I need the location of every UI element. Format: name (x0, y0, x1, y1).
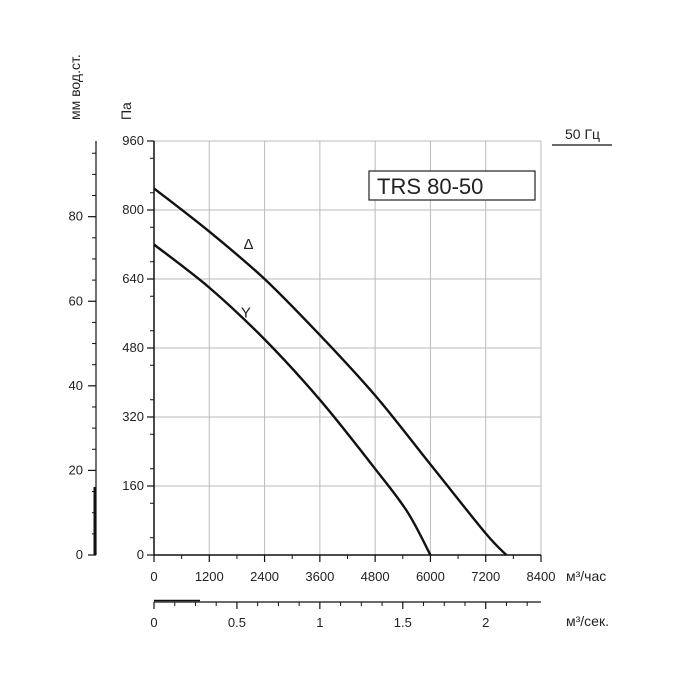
x-tick-label: 1200 (195, 569, 224, 584)
y-tick-label: 640 (122, 271, 144, 286)
y-mm-tick-label: 80 (69, 209, 83, 224)
x-tick-label: 4800 (361, 569, 390, 584)
series-label: Δ (244, 236, 254, 253)
series (153, 187, 508, 556)
y-mm-tick-label: 0 (76, 547, 83, 562)
y-tick-label: 480 (122, 340, 144, 355)
x-tick-label: 7200 (471, 569, 500, 584)
x-tick-label: 2400 (250, 569, 279, 584)
y-tick-label: 0 (137, 547, 144, 562)
x-tick-label: 6000 (416, 569, 445, 584)
chart-title: TRS 80-50 (377, 174, 483, 199)
series-label: Y (241, 305, 251, 322)
axes (88, 140, 542, 609)
y-mm-tick-label: 20 (69, 462, 83, 477)
y-mm-tick-label: 40 (69, 378, 83, 393)
x-flow-tick-label: 2 (482, 615, 489, 630)
x-flow-tick-label: 1 (316, 615, 323, 630)
model-label-box: TRS 80-50 (368, 170, 536, 201)
x-flow-axis-label: м³/сек. (566, 613, 609, 629)
y-tick-label: 800 (122, 202, 144, 217)
x-axis-label: м³/час (566, 568, 606, 584)
y-tick-label: 320 (122, 409, 144, 424)
x-tick-label: 8400 (527, 569, 556, 584)
x-tick-label: 0 (150, 569, 157, 584)
y-tick-label: 960 (122, 133, 144, 148)
x-flow-tick-label: 0.5 (228, 615, 246, 630)
y-tick-label: 160 (122, 478, 144, 493)
axis-labels: мм вод.ст. Па 50 Гц м³/час м³/сек. 01603… (67, 54, 612, 630)
x-tick-label: 3600 (305, 569, 334, 584)
y-axis-label: Па (118, 102, 134, 120)
y-mm-axis-label: мм вод.ст. (67, 54, 83, 120)
grid (154, 140, 542, 555)
y-mm-tick-label: 60 (69, 293, 83, 308)
x-flow-tick-label: 1.5 (394, 615, 412, 630)
series-line-delta (153, 187, 508, 556)
frequency-label: 50 Гц (565, 126, 600, 142)
x-flow-tick-label: 0 (150, 615, 157, 630)
model-label-frame (368, 170, 536, 201)
series-line-y (153, 243, 432, 556)
